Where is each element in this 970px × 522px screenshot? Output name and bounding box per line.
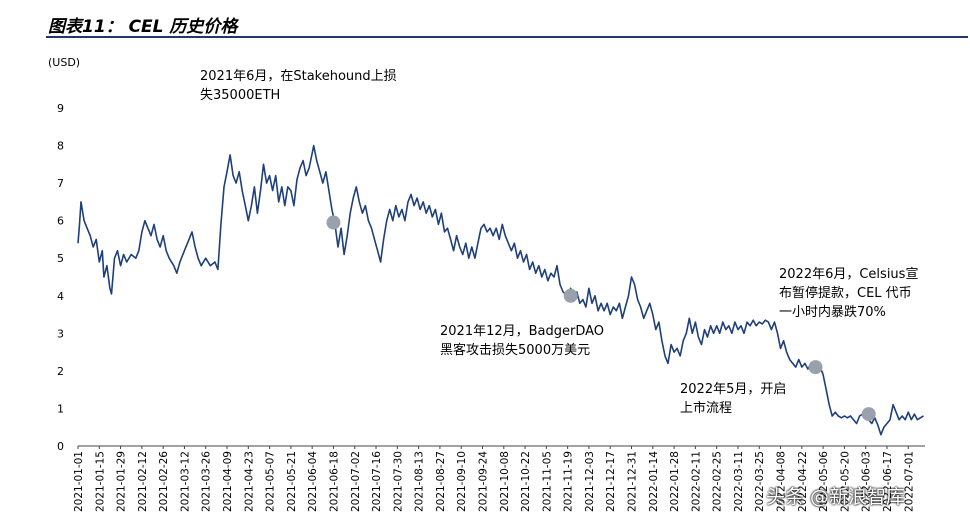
x-tick-label: 2021-07-30 xyxy=(392,451,404,512)
event-marker xyxy=(808,360,823,375)
annotation-line: 布暂停提款，CEL 代币 xyxy=(779,286,912,301)
x-tick-label: 2021-01-29 xyxy=(116,451,128,512)
x-tick-label: 2021-05-21 xyxy=(286,451,298,512)
x-tick-label: 2021-03-26 xyxy=(201,451,213,512)
x-tick-label: 2021-10-22 xyxy=(520,451,532,512)
x-tick-label: 2021-08-27 xyxy=(435,451,447,512)
y-tick-label: 9 xyxy=(57,102,64,115)
x-tick-label: 2021-11-05 xyxy=(541,451,553,512)
x-tick-label: 2021-12-17 xyxy=(605,451,617,512)
x-tick-label: 2022-03-11 xyxy=(733,451,745,512)
x-tick-label: 2021-11-19 xyxy=(563,451,575,512)
x-tick-label: 2022-06-17 xyxy=(882,451,894,512)
annotation-line: 一小时内暴跌70% xyxy=(779,305,886,320)
y-tick-label: 2 xyxy=(57,365,64,378)
y-tick-label: 1 xyxy=(57,402,64,415)
annotation-line: 上市流程 xyxy=(680,401,733,416)
x-tick-label: 2022-04-08 xyxy=(776,451,788,512)
x-tick-label: 2022-07-01 xyxy=(903,451,915,512)
x-tick-label: 2022-03-25 xyxy=(754,451,766,512)
x-tick-label: 2021-12-03 xyxy=(584,451,596,512)
x-tick-label: 2021-09-24 xyxy=(477,451,489,512)
event-marker xyxy=(861,407,876,422)
annotation-line: 2021年6月，在Stakehound上损 xyxy=(200,69,397,84)
y-tick-label: 4 xyxy=(57,290,64,303)
x-tick-label: 2021-06-18 xyxy=(328,451,340,512)
y-tick-label: 3 xyxy=(57,327,64,340)
annotation-line: 2022年5月，开启 xyxy=(680,382,787,397)
x-tick-label: 2021-04-09 xyxy=(222,451,234,512)
x-tick-label: 2021-09-10 xyxy=(456,451,468,512)
title-underline xyxy=(46,36,968,38)
figure-title: 图表11： CEL 历史价格 xyxy=(48,17,238,37)
event-marker xyxy=(563,288,578,303)
y-tick-label: 8 xyxy=(57,140,64,153)
x-tick-label: 2021-02-26 xyxy=(158,451,170,512)
y-tick-label: 0 xyxy=(57,440,64,453)
x-tick-label: 2021-03-12 xyxy=(179,451,191,512)
y-unit-label: (USD) xyxy=(48,56,80,69)
x-tick-label: 2022-05-06 xyxy=(818,451,830,512)
x-tick-label: 2022-02-11 xyxy=(690,451,702,512)
annotation-line: 黑客攻击损失5000万美元 xyxy=(440,343,591,358)
x-tick-label: 2021-06-04 xyxy=(307,451,319,512)
annotation-line: 失35000ETH xyxy=(200,88,281,103)
watermark: 头条 @新浪智库 xyxy=(766,486,906,508)
x-tick-label: 2021-10-08 xyxy=(499,451,511,512)
x-axis: 2021-01-01 2021-01-15 2021-01-29 2021-02-12… xyxy=(73,446,915,512)
y-tick-label: 7 xyxy=(57,177,64,190)
x-tick-label: 2021-05-07 xyxy=(265,451,277,512)
annotation-line: 2021年12月，BadgerDAO xyxy=(440,324,605,339)
x-tick-label: 2021-01-15 xyxy=(94,451,106,512)
annotation-line: 2022年6月，Celsius宣 xyxy=(779,267,919,282)
y-axis: 0 1 2 3 4 5 6 7 8 9 xyxy=(57,102,64,453)
x-tick-label: 2021-12-31 xyxy=(627,451,639,512)
x-tick-label: 2021-07-02 xyxy=(350,451,362,512)
price-series-line xyxy=(77,144,924,436)
annotation-badgerdao: 2021年12月，BadgerDAO 黑客攻击损失5000万美元 xyxy=(440,322,604,360)
annotation-stakehound: 2021年6月，在Stakehound上损 失35000ETH xyxy=(200,67,397,105)
y-tick-label: 5 xyxy=(57,252,64,265)
event-marker xyxy=(326,215,341,230)
annotation-celsius: 2022年6月，Celsius宣 布暂停提款，CEL 代币 一小时内暴跌70% xyxy=(779,265,918,322)
x-tick-label: 2021-08-13 xyxy=(414,451,426,512)
x-tick-label: 2022-05-20 xyxy=(839,451,851,512)
x-tick-label: 2022-04-22 xyxy=(797,451,809,512)
x-tick-label: 2021-07-16 xyxy=(371,451,383,512)
x-tick-label: 2022-01-14 xyxy=(648,451,660,512)
x-tick-label: 2022-06-03 xyxy=(861,451,873,512)
annotation-listing: 2022年5月，开启 上市流程 xyxy=(680,380,786,418)
x-tick-label: 2021-02-12 xyxy=(137,451,149,512)
x-tick-label: 2021-01-01 xyxy=(73,451,85,512)
x-tick-label: 2022-02-25 xyxy=(712,451,724,512)
y-tick-label: 6 xyxy=(57,215,64,228)
x-tick-label: 2021-04-23 xyxy=(243,451,255,512)
x-tick-label: 2022-01-28 xyxy=(669,451,681,512)
event-markers xyxy=(326,215,876,422)
